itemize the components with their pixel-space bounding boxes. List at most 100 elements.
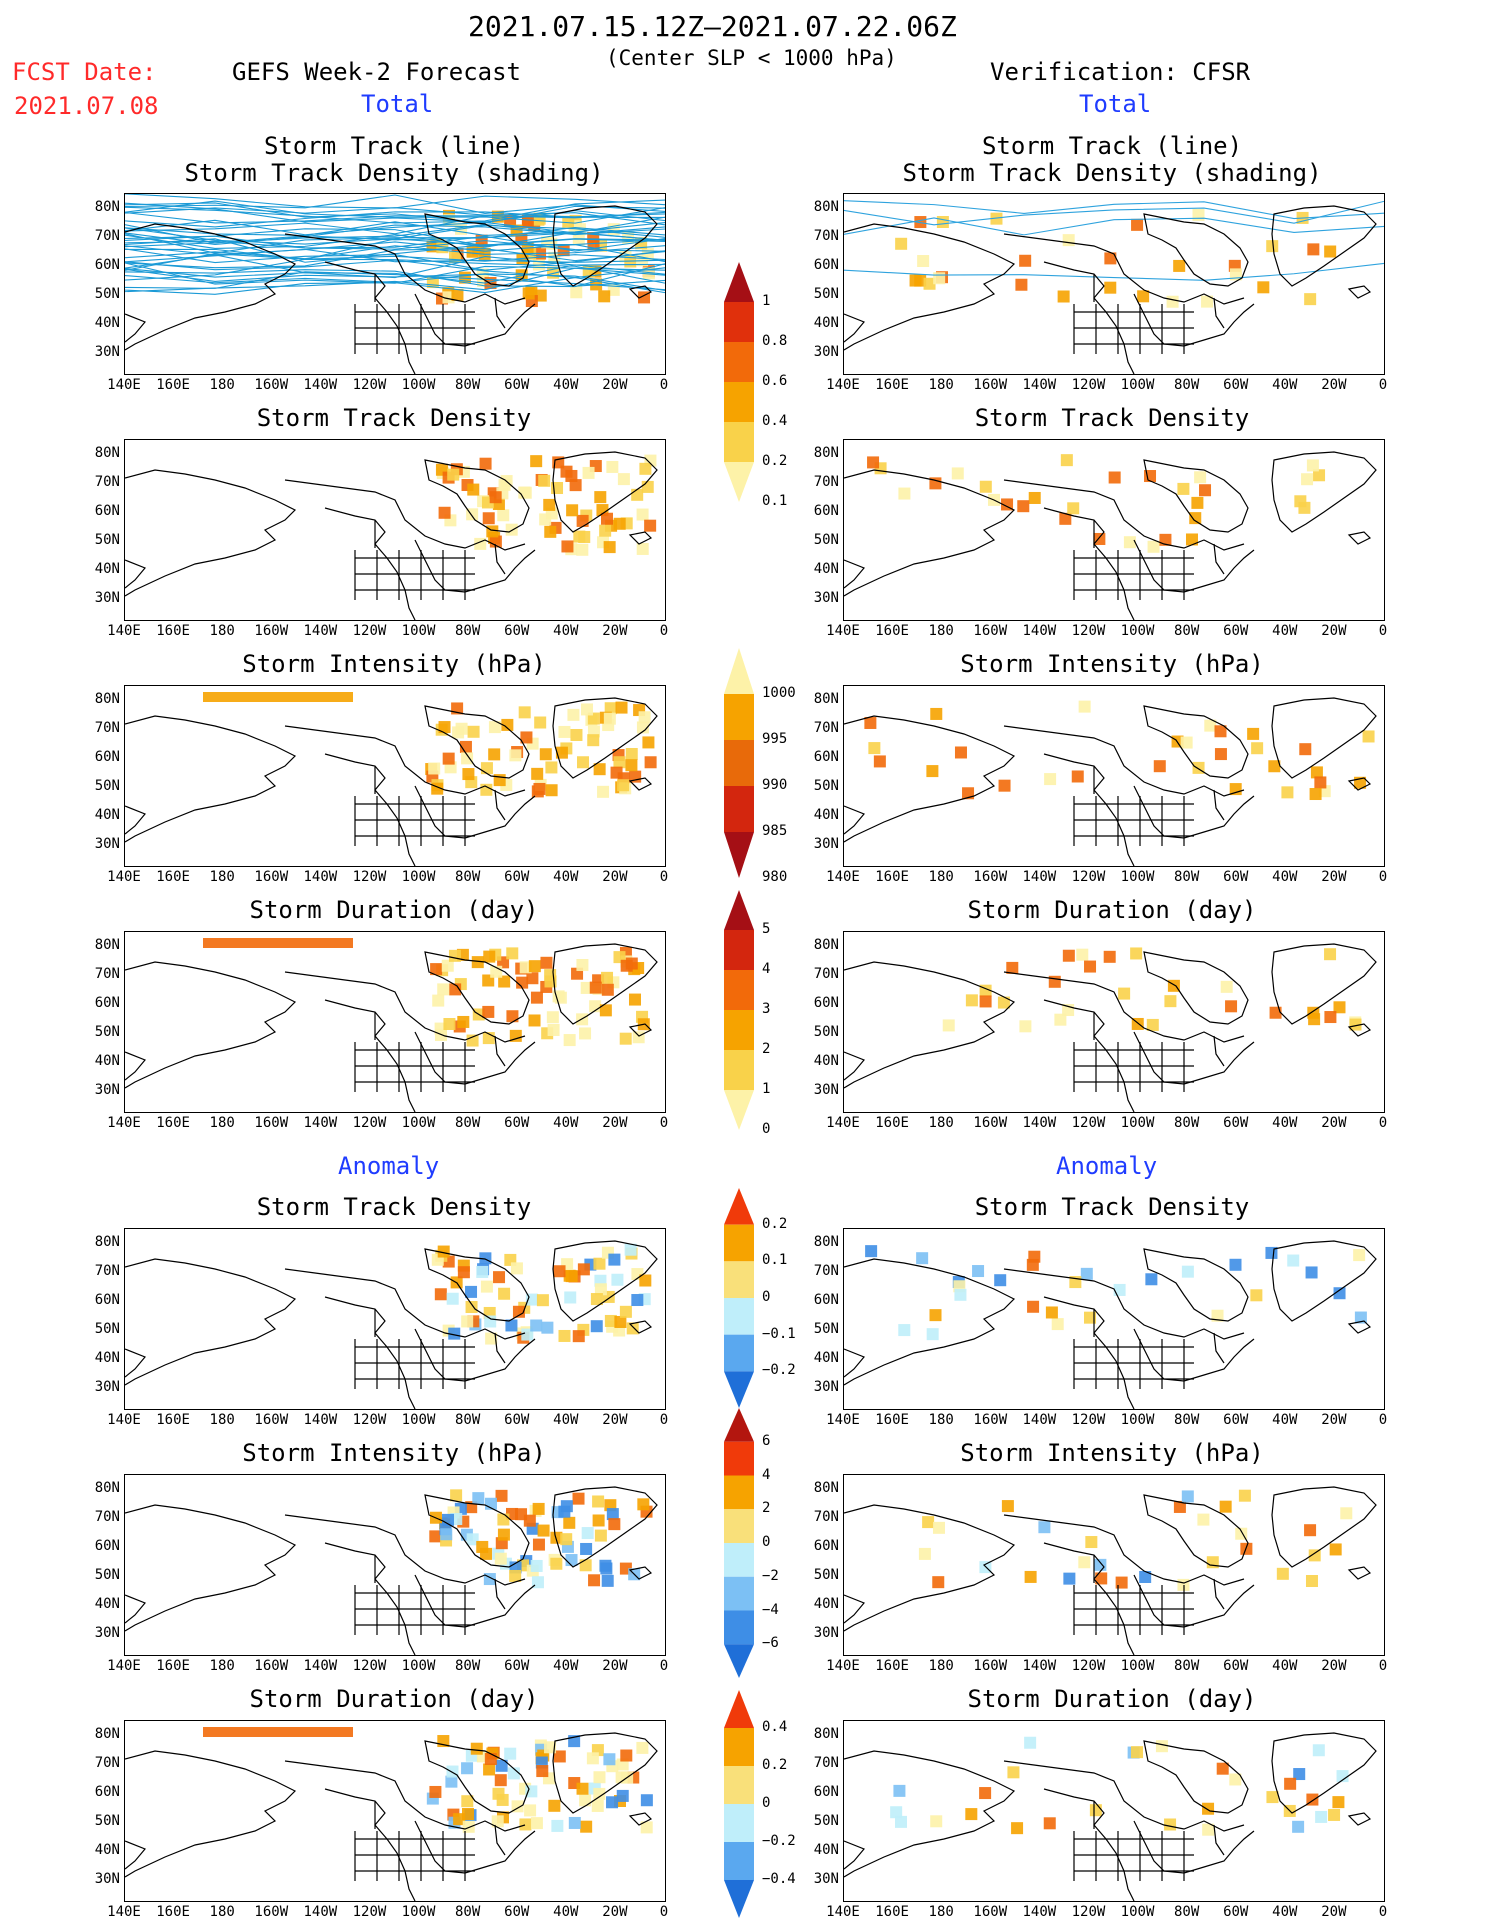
lon-tick-label: 180 (928, 1658, 954, 1674)
lat-tick-label: 70N (813, 228, 839, 244)
lat-tick-label: 50N (94, 1024, 120, 1040)
lon-tick-label: 180 (209, 869, 235, 885)
lon-tick-label: 160W (254, 1115, 289, 1131)
lon-tick-label: 160E (875, 623, 909, 639)
lon-tick-label: 100W (401, 1412, 436, 1428)
lon-tick-label: 20W (602, 1412, 628, 1428)
lon-tick-label: 160E (156, 1658, 190, 1674)
lat-tick-label: 40N (94, 1842, 120, 1858)
lon-tick-label: 160W (973, 377, 1008, 393)
lat-tick-label: 70N (94, 966, 120, 982)
lon-tick-label: 40W (1272, 1412, 1298, 1428)
colorbar-label: −0.1 (762, 1325, 796, 1342)
colorbar-label: 985 (762, 823, 788, 839)
lon-tick-label: 80W (454, 1412, 481, 1428)
lon-tick-label: 120W (1071, 1904, 1106, 1920)
map-panel-left-anom-density (124, 1228, 666, 1410)
lat-tick-label: 50N (94, 1567, 120, 1583)
map-panel-right-anom-density (843, 1228, 1385, 1410)
colorbar-label: 4 (762, 961, 771, 977)
colorbar-intensity (724, 648, 768, 886)
map-panel-right-intensity (843, 685, 1385, 867)
colorbar-label: 2 (762, 1500, 771, 1517)
lon-tick-label: 160W (254, 377, 289, 393)
lon-tick-label: 120W (1071, 1658, 1106, 1674)
lon-tick-label: 60W (504, 377, 530, 393)
lon-tick-label: 120W (352, 1115, 387, 1131)
lon-tick-label: 20W (602, 1115, 628, 1131)
colorbar-label: 1 (762, 293, 771, 309)
lon-tick-label: 180 (209, 1904, 235, 1920)
lon-tick-label: 180 (928, 869, 954, 885)
lon-tick-label: 140E (107, 1412, 141, 1428)
lat-tick-label: 80N (813, 937, 839, 953)
lat-tick-label: 70N (813, 1755, 839, 1771)
map-canvas (125, 938, 658, 1112)
lon-tick-label: 140E (826, 377, 860, 393)
lat-tick-label: 30N (813, 1379, 839, 1395)
colorbar-label: 4 (762, 1466, 771, 1483)
lat-tick-label: 50N (813, 1567, 839, 1583)
title-duration-left: Storm Duration (day) (249, 896, 539, 924)
lon-tick-label: 80W (1173, 1412, 1200, 1428)
lon-tick-label: 140W (1022, 1412, 1057, 1428)
lat-tick-label: 70N (813, 966, 839, 982)
lon-tick-label: 40W (1272, 623, 1298, 639)
lon-tick-label: 0 (1378, 869, 1388, 885)
title-anom-intensity-right: Storm Intensity (hPa) (960, 1439, 1264, 1467)
lon-tick-label: 100W (1120, 869, 1155, 885)
map-canvas (844, 697, 1377, 866)
title-track-line-left: Storm Track (line) (263, 132, 525, 160)
slp-subtitle: (Center SLP < 1000 hPa) (606, 46, 897, 70)
map-panel-left-density (124, 439, 666, 621)
lon-tick-label: 180 (209, 1412, 235, 1428)
lon-tick-label: 140W (303, 1658, 338, 1674)
lat-tick-label: 30N (94, 590, 120, 606)
lon-tick-label: 60W (1223, 869, 1249, 885)
lat-tick-label: 80N (813, 691, 839, 707)
lon-tick-label: 60W (1223, 1115, 1249, 1131)
lon-tick-label: 140E (107, 377, 141, 393)
lat-tick-label: 60N (813, 1784, 839, 1800)
lat-tick-label: 60N (813, 1292, 839, 1308)
colorbar-density (724, 262, 768, 510)
lon-tick-label: 160W (973, 1904, 1008, 1920)
lon-tick-label: 60W (504, 1658, 530, 1674)
title-density-right: Storm Track Density (974, 404, 1250, 432)
lon-tick-label: 140E (826, 1412, 860, 1428)
lon-tick-label: 20W (602, 377, 628, 393)
lon-tick-label: 140W (1022, 1115, 1057, 1131)
lon-tick-label: 160E (875, 1904, 909, 1920)
lon-tick-label: 160E (875, 377, 909, 393)
colorbar-label: 0.2 (762, 453, 788, 469)
lon-tick-label: 0 (659, 869, 669, 885)
colorbar-label: 6 (762, 1432, 771, 1449)
lon-tick-label: 0 (659, 1115, 669, 1131)
colorbar-label: 0 (762, 1534, 771, 1550)
lon-tick-label: 0 (659, 377, 669, 393)
anomaly-label-right: Anomaly (1056, 1152, 1158, 1180)
lon-tick-label: 160E (156, 1904, 190, 1920)
lon-tick-label: 120W (352, 623, 387, 639)
colorbar-duration (724, 890, 768, 1138)
lon-tick-label: 160E (875, 869, 909, 885)
lon-tick-label: 120W (1071, 377, 1106, 393)
lon-tick-label: 80W (454, 1658, 481, 1674)
colorbar-label: −4 (762, 1601, 779, 1618)
lat-tick-label: 70N (94, 228, 120, 244)
lat-tick-label: 30N (94, 1871, 120, 1887)
anomaly-label-left: Anomaly (338, 1152, 440, 1180)
lon-tick-label: 40W (1272, 1904, 1298, 1920)
lat-tick-label: 50N (94, 778, 120, 794)
lon-tick-label: 160W (254, 869, 289, 885)
lon-tick-label: 160E (875, 1658, 909, 1674)
title-anom-duration-left: Storm Duration (day) (249, 1685, 539, 1713)
lon-tick-label: 0 (1378, 1412, 1388, 1428)
lon-tick-label: 0 (1378, 1115, 1388, 1131)
lon-tick-label: 140E (826, 623, 860, 639)
lon-tick-label: 180 (928, 1412, 954, 1428)
lon-tick-label: 100W (401, 1904, 436, 1920)
lon-tick-label: 140W (303, 869, 338, 885)
lon-tick-label: 40W (553, 377, 579, 393)
lon-tick-label: 140E (107, 1115, 141, 1131)
